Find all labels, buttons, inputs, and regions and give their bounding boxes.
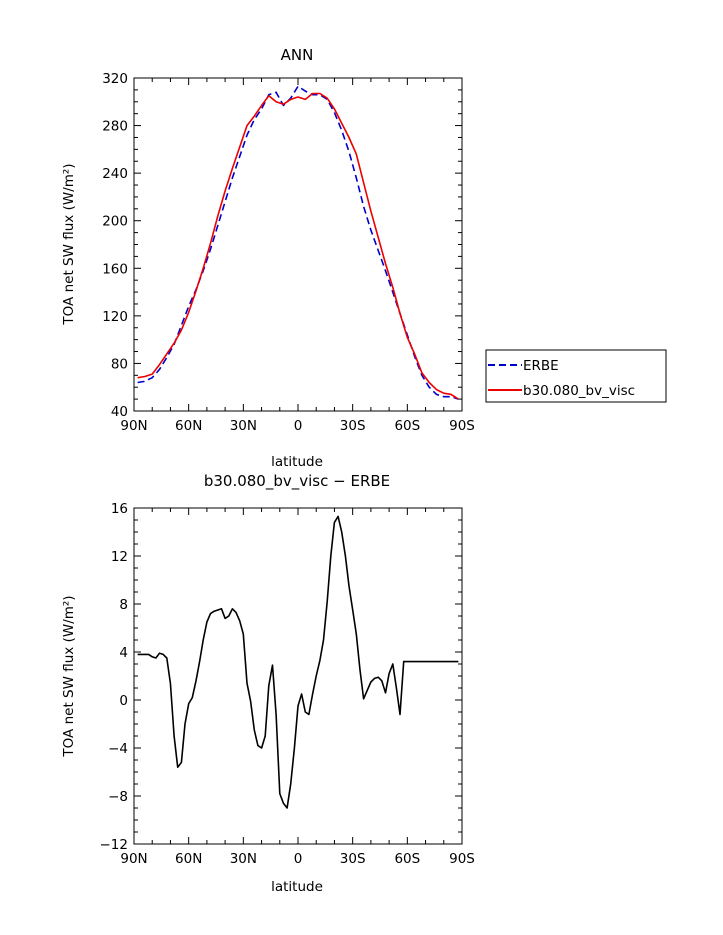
- bottom-y-tick-label: 12: [111, 549, 128, 565]
- bottom-y-tick-label: −12: [100, 837, 129, 853]
- top-x-tick-label: 60S: [394, 418, 420, 434]
- bottom-panel: b30.080_bv_visc − ERBE −12 −8 −4 0 4 8 12 16 90N…: [61, 472, 475, 895]
- bottom-x-tick-label: 30N: [230, 851, 257, 867]
- bottom-x-axis-title: latitude: [271, 879, 323, 895]
- bottom-chart-title: b30.080_bv_visc − ERBE: [204, 472, 390, 491]
- top-x-tick-label: 30S: [340, 418, 366, 434]
- top-series-lines: [137, 85, 459, 400]
- top-chart-title: ANN: [281, 46, 314, 64]
- bottom-x-tick-label: 90N: [120, 851, 147, 867]
- top-y-tick-label: 40: [111, 404, 128, 420]
- bottom-y-tick-label: −4: [108, 741, 128, 757]
- top-plot-frame: [133, 77, 463, 412]
- bottom-x-tick-label: 0: [294, 851, 303, 867]
- top-x-tick-label: 0: [294, 418, 303, 434]
- top-axis-ticks: 40 80 120 160 200 240 280 320 90N 60N 30N 0 30S 60S 90…: [102, 71, 475, 434]
- top-series-line-erbe: [137, 85, 459, 400]
- bottom-y-tick-label: −8: [108, 789, 128, 805]
- top-x-tick-label: 30N: [230, 418, 257, 434]
- bottom-y-tick-label: 4: [119, 645, 128, 661]
- bottom-x-tick-label: 60N: [175, 851, 202, 867]
- bottom-x-tick-label: 90S: [449, 851, 475, 867]
- top-y-tick-label: 200: [102, 214, 128, 230]
- top-y-tick-label: 280: [102, 119, 128, 135]
- bottom-y-tick-label: 8: [119, 597, 128, 613]
- legend-box: [485, 349, 667, 403]
- bottom-y-tick-label: 16: [111, 501, 128, 517]
- top-x-tick-label: 90S: [449, 418, 475, 434]
- bottom-y-tick-label: 0: [119, 693, 128, 709]
- bottom-series-line-0: [137, 515, 459, 809]
- bottom-axis-ticks: −12 −8 −4 0 4 8 12 16 90N 60N 30N 0 30S 60S 90S: [100, 501, 475, 867]
- top-y-tick-label: 80: [111, 356, 128, 372]
- top-y-tick-label: 120: [102, 309, 128, 325]
- bottom-x-tick-label: 30S: [340, 851, 366, 867]
- bottom-y-axis-title: TOA net SW flux (W/m²): [61, 595, 77, 757]
- top-y-tick-label: 320: [102, 71, 128, 87]
- legend-model-label: b30.080_bv_visc: [523, 383, 635, 399]
- top-y-tick-label: 240: [102, 166, 128, 182]
- top-x-tick-label: 60N: [175, 418, 202, 434]
- top-series-line-b30-080-bv-visc: [137, 92, 459, 400]
- legend-erbe-label: ERBE: [523, 358, 559, 374]
- bottom-series-lines: [137, 515, 459, 809]
- top-y-axis-title: TOA net SW flux (W/m²): [61, 163, 77, 325]
- bottom-plot-frame: [133, 507, 463, 845]
- top-panel: ANN 40 80 120 160 200 240 280 320 90N 60N 30N 0 30S 6…: [61, 46, 667, 470]
- top-x-tick-label: 90N: [120, 418, 147, 434]
- top-y-tick-label: 160: [102, 261, 128, 277]
- bottom-x-tick-label: 60S: [394, 851, 420, 867]
- legend: ERBE b30.080_bv_visc: [485, 349, 667, 403]
- top-x-axis-title: latitude: [271, 454, 323, 470]
